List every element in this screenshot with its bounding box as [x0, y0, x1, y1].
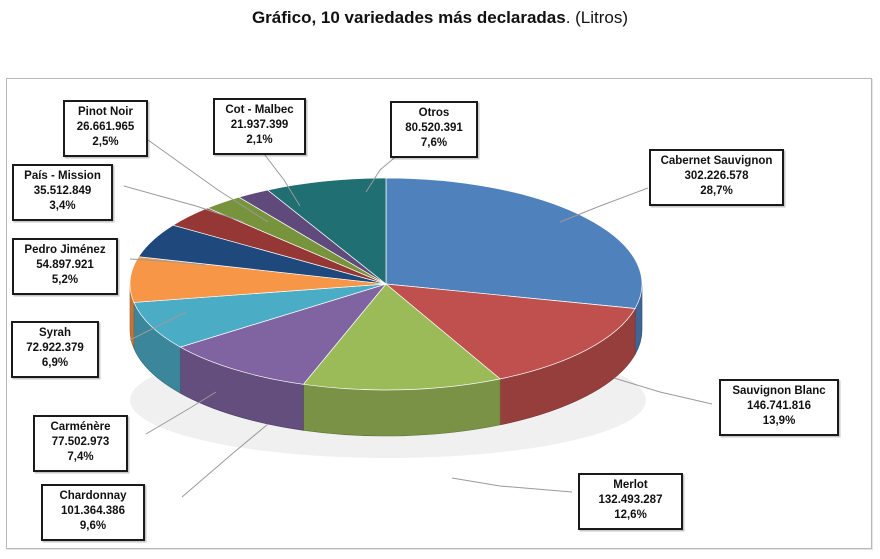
- callout-percent: 6,9%: [41, 357, 69, 370]
- callout-syrah[interactable]: Syrah 72.922.379 6,9%: [11, 321, 99, 378]
- callout-percent: 9,6%: [79, 520, 107, 533]
- callout-carmenere[interactable]: Carménère 77.502.973 7,4%: [33, 415, 128, 472]
- callout-percent: 3,4%: [49, 200, 76, 213]
- callout-name: Pinot Noir: [78, 106, 133, 118]
- callout-otros[interactable]: Otros 80.520.391 7,6%: [390, 101, 478, 158]
- callout-name: Carménère: [50, 421, 111, 433]
- callout-sauvignon-blanc[interactable]: Sauvignon Blanc 146.741.816 13,9%: [719, 379, 839, 436]
- page-title: Gráfico, 10 variedades más declaradas. (…: [0, 8, 880, 28]
- callout-name: Otros: [418, 107, 450, 119]
- callout-pedro-jimenez[interactable]: Pedro Jiménez 54.897.921 5,2%: [12, 238, 118, 295]
- callout-name: Cot - Malbec: [225, 104, 294, 116]
- callout-pinot-noir[interactable]: Pinot Noir 26.661.965 2,5%: [63, 100, 148, 157]
- callout-value: 77.502.973: [51, 436, 110, 449]
- callout-value: 146.741.816: [747, 400, 811, 413]
- callout-percent: 13,9%: [762, 415, 796, 428]
- callout-merlot[interactable]: Merlot 132.493.287 12,6%: [578, 473, 683, 530]
- callout-cot-malbec[interactable]: Cot - Malbec 21.937.399 2,1%: [213, 98, 306, 155]
- callout-percent: 2,1%: [246, 134, 273, 147]
- page-title-strong: Gráfico, 10 variedades más declaradas: [251, 8, 566, 27]
- callout-name: País - Mission: [24, 170, 101, 182]
- callout-pais-mission[interactable]: País - Mission 35.512.849 3,4%: [12, 164, 113, 221]
- callout-chardonnay[interactable]: Chardonnay 101.364.386 9,6%: [41, 484, 145, 541]
- callout-percent: 7,4%: [67, 451, 94, 464]
- callout-name: Sauvignon Blanc: [732, 385, 826, 397]
- callout-percent: 2,5%: [92, 136, 119, 149]
- callout-value: 101.364.386: [61, 505, 125, 518]
- callout-percent: 5,2%: [51, 274, 79, 287]
- callout-percent: 7,6%: [420, 137, 448, 150]
- callout-value: 302.226.578: [684, 170, 749, 183]
- callout-value: 80.520.391: [405, 122, 463, 135]
- callout-cabernet-sauvignon[interactable]: Cabernet Sauvignon 302.226.578 28,7%: [649, 149, 784, 206]
- callout-name: Chardonnay: [59, 490, 127, 502]
- callout-name: Syrah: [39, 327, 71, 339]
- callout-percent: 12,6%: [614, 509, 647, 522]
- callout-name: Pedro Jiménez: [24, 244, 106, 256]
- callout-name: Cabernet Sauvignon: [660, 155, 773, 167]
- callout-name: Merlot: [613, 479, 648, 491]
- callout-value: 26.661.965: [76, 121, 135, 134]
- callout-value: 35.512.849: [33, 185, 92, 198]
- callout-value: 132.493.287: [598, 494, 663, 507]
- callout-value: 21.937.399: [230, 119, 289, 132]
- callout-value: 54.897.921: [36, 259, 94, 272]
- callout-percent: 28,7%: [700, 185, 733, 198]
- page-title-light: . (Litros): [565, 8, 629, 27]
- callout-value: 72.922.379: [26, 342, 84, 355]
